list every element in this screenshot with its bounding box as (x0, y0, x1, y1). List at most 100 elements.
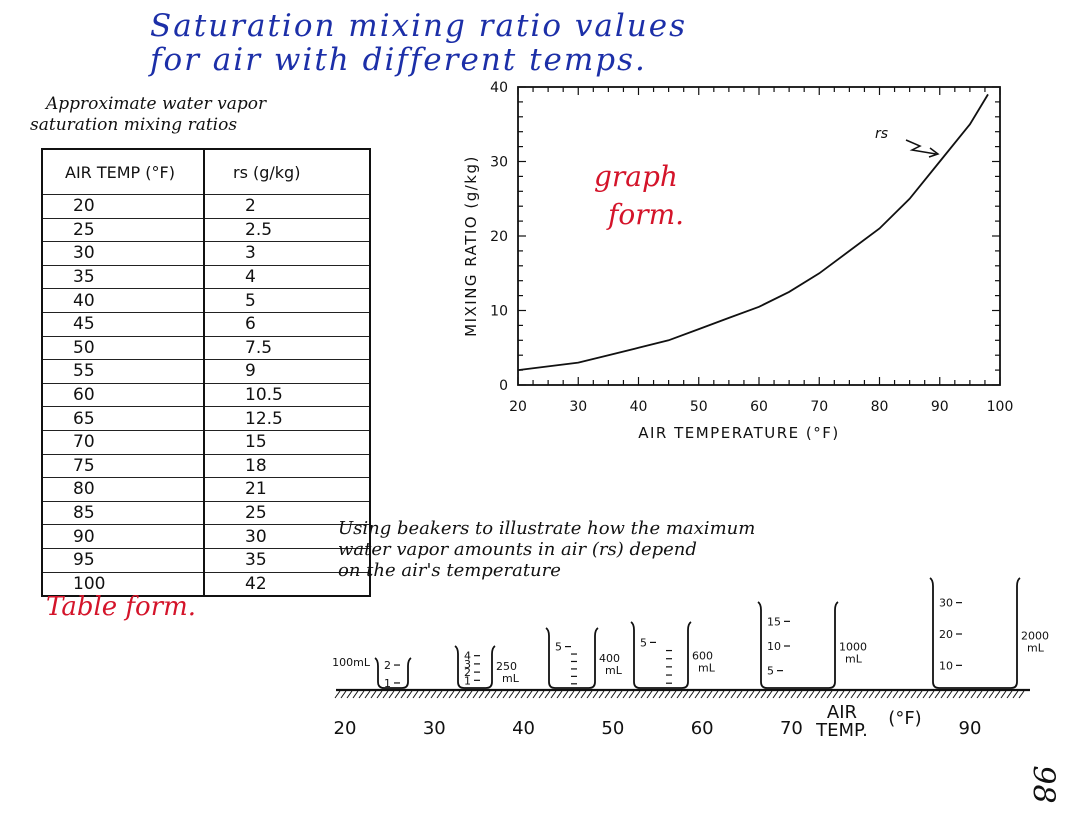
ground-hatch (640, 690, 647, 699)
table-header-row: AIR TEMP (°F) rs (g/kg) (42, 149, 370, 195)
ground-hatch (466, 690, 473, 699)
ground-hatch (430, 690, 437, 699)
ground-hatch (964, 690, 971, 699)
table-row: 85 25 (42, 501, 370, 526)
cell-rs: 18 (204, 454, 370, 479)
cell-air-temp: 20 (42, 194, 205, 219)
ground-hatch (718, 690, 725, 699)
ground-hatch (952, 690, 959, 699)
ground-hatch (388, 690, 395, 699)
cell-air-temp: 100 (42, 572, 205, 597)
ground-hatch (634, 690, 641, 699)
cell-rs: 42 (204, 572, 370, 597)
x-tick-label: 70 (810, 399, 828, 415)
temperature-tick-label: 30 (423, 718, 446, 739)
beaker-axis-label-unit: (°F) (888, 708, 921, 729)
table-caption-line-2: saturation mixing ratios (30, 115, 238, 135)
beaker-scale-label: 2 (464, 666, 471, 679)
cell-rs: 12.5 (204, 406, 370, 431)
ground-hatch (796, 690, 803, 699)
table-row: 90 30 (42, 524, 370, 549)
y-tick-label: 40 (490, 80, 508, 96)
y-tick-label: 10 (490, 304, 508, 320)
temperature-tick-label: 50 (601, 718, 624, 739)
cell-air-temp: 80 (42, 477, 205, 502)
ground-hatch (700, 690, 707, 699)
ground-hatch (490, 690, 497, 699)
beaker-outline (454, 645, 496, 689)
beaker-scale-label: 15 (767, 615, 781, 628)
cell-air-temp: 35 (42, 265, 205, 290)
cell-rs: 3 (204, 241, 370, 266)
ground-hatch (460, 690, 467, 699)
ground-hatch (928, 690, 935, 699)
ground-hatch (1012, 690, 1019, 699)
beaker-volume-label: 2000 (1021, 630, 1049, 643)
table-row: 20 2 (42, 194, 370, 219)
cell-air-temp: 55 (42, 359, 205, 384)
ground-hatch (544, 690, 551, 699)
beaker-outline (757, 601, 839, 689)
table-row: 100 42 (42, 572, 370, 597)
beaker-volume-unit: mL (502, 672, 520, 685)
beaker-volume-label: 600 (692, 649, 713, 662)
ground-hatch (454, 690, 461, 699)
table-caption-line-1: Approximate water vapor (46, 94, 267, 114)
x-tick-label: 60 (750, 399, 768, 415)
ground-hatch (370, 690, 377, 699)
cell-rs: 6 (204, 312, 370, 337)
ground-hatch (376, 690, 383, 699)
ground-hatch (676, 690, 683, 699)
ground-hatch (712, 690, 719, 699)
ground-hatch (922, 690, 929, 699)
beaker-caption-line-1: Using beakers to illustrate how the maxi… (338, 518, 756, 539)
ground-hatch (826, 690, 833, 699)
ground-hatch (790, 690, 797, 699)
ground-hatch (904, 690, 911, 699)
temperature-tick-label: 90 (959, 718, 982, 739)
beaker-scale-label: 30 (939, 597, 953, 610)
cell-air-temp: 50 (42, 336, 205, 361)
ground-hatch (652, 690, 659, 699)
cell-rs: 35 (204, 548, 370, 573)
x-tick-label: 30 (569, 399, 587, 415)
x-tick-label: 100 (987, 399, 1014, 415)
beaker-volume-label: 100mL (332, 656, 371, 669)
ground-hatch (988, 690, 995, 699)
ground-hatch (424, 690, 431, 699)
ground-hatch (736, 690, 743, 699)
table-row: 55 9 (42, 359, 370, 384)
temperature-tick-label: 40 (512, 718, 535, 739)
beaker-scale-label: 1 (384, 677, 391, 690)
ground-hatch (724, 690, 731, 699)
ground-hatch (886, 690, 893, 699)
table-row: 35 4 (42, 265, 370, 290)
beaker-volume-label: 400 (599, 652, 620, 665)
ground-hatch (730, 690, 737, 699)
table-row: 65 12.5 (42, 406, 370, 431)
x-tick-label: 20 (509, 399, 527, 415)
cell-rs: 10.5 (204, 383, 370, 408)
ground-hatch (970, 690, 977, 699)
ground-hatch (598, 690, 605, 699)
temperature-tick-label: 70 (780, 718, 803, 739)
ground-hatch (664, 690, 671, 699)
ground-hatch (814, 690, 821, 699)
ground-hatch (604, 690, 611, 699)
temperature-tick-label: 20 (334, 718, 357, 739)
ground-hatch (706, 690, 713, 699)
beaker-volume-label: 1000 (839, 640, 867, 653)
cell-air-temp: 30 (42, 241, 205, 266)
ground-hatch (856, 690, 863, 699)
ground-hatch (646, 690, 653, 699)
ground-hatch (874, 690, 881, 699)
cell-rs: 5 (204, 288, 370, 313)
cell-rs: 9 (204, 359, 370, 384)
ground-hatch (472, 690, 479, 699)
table-row: 30 3 (42, 241, 370, 266)
ground-hatch (772, 690, 779, 699)
ground-hatch (898, 690, 905, 699)
beaker-scale-label: 20 (939, 628, 953, 641)
